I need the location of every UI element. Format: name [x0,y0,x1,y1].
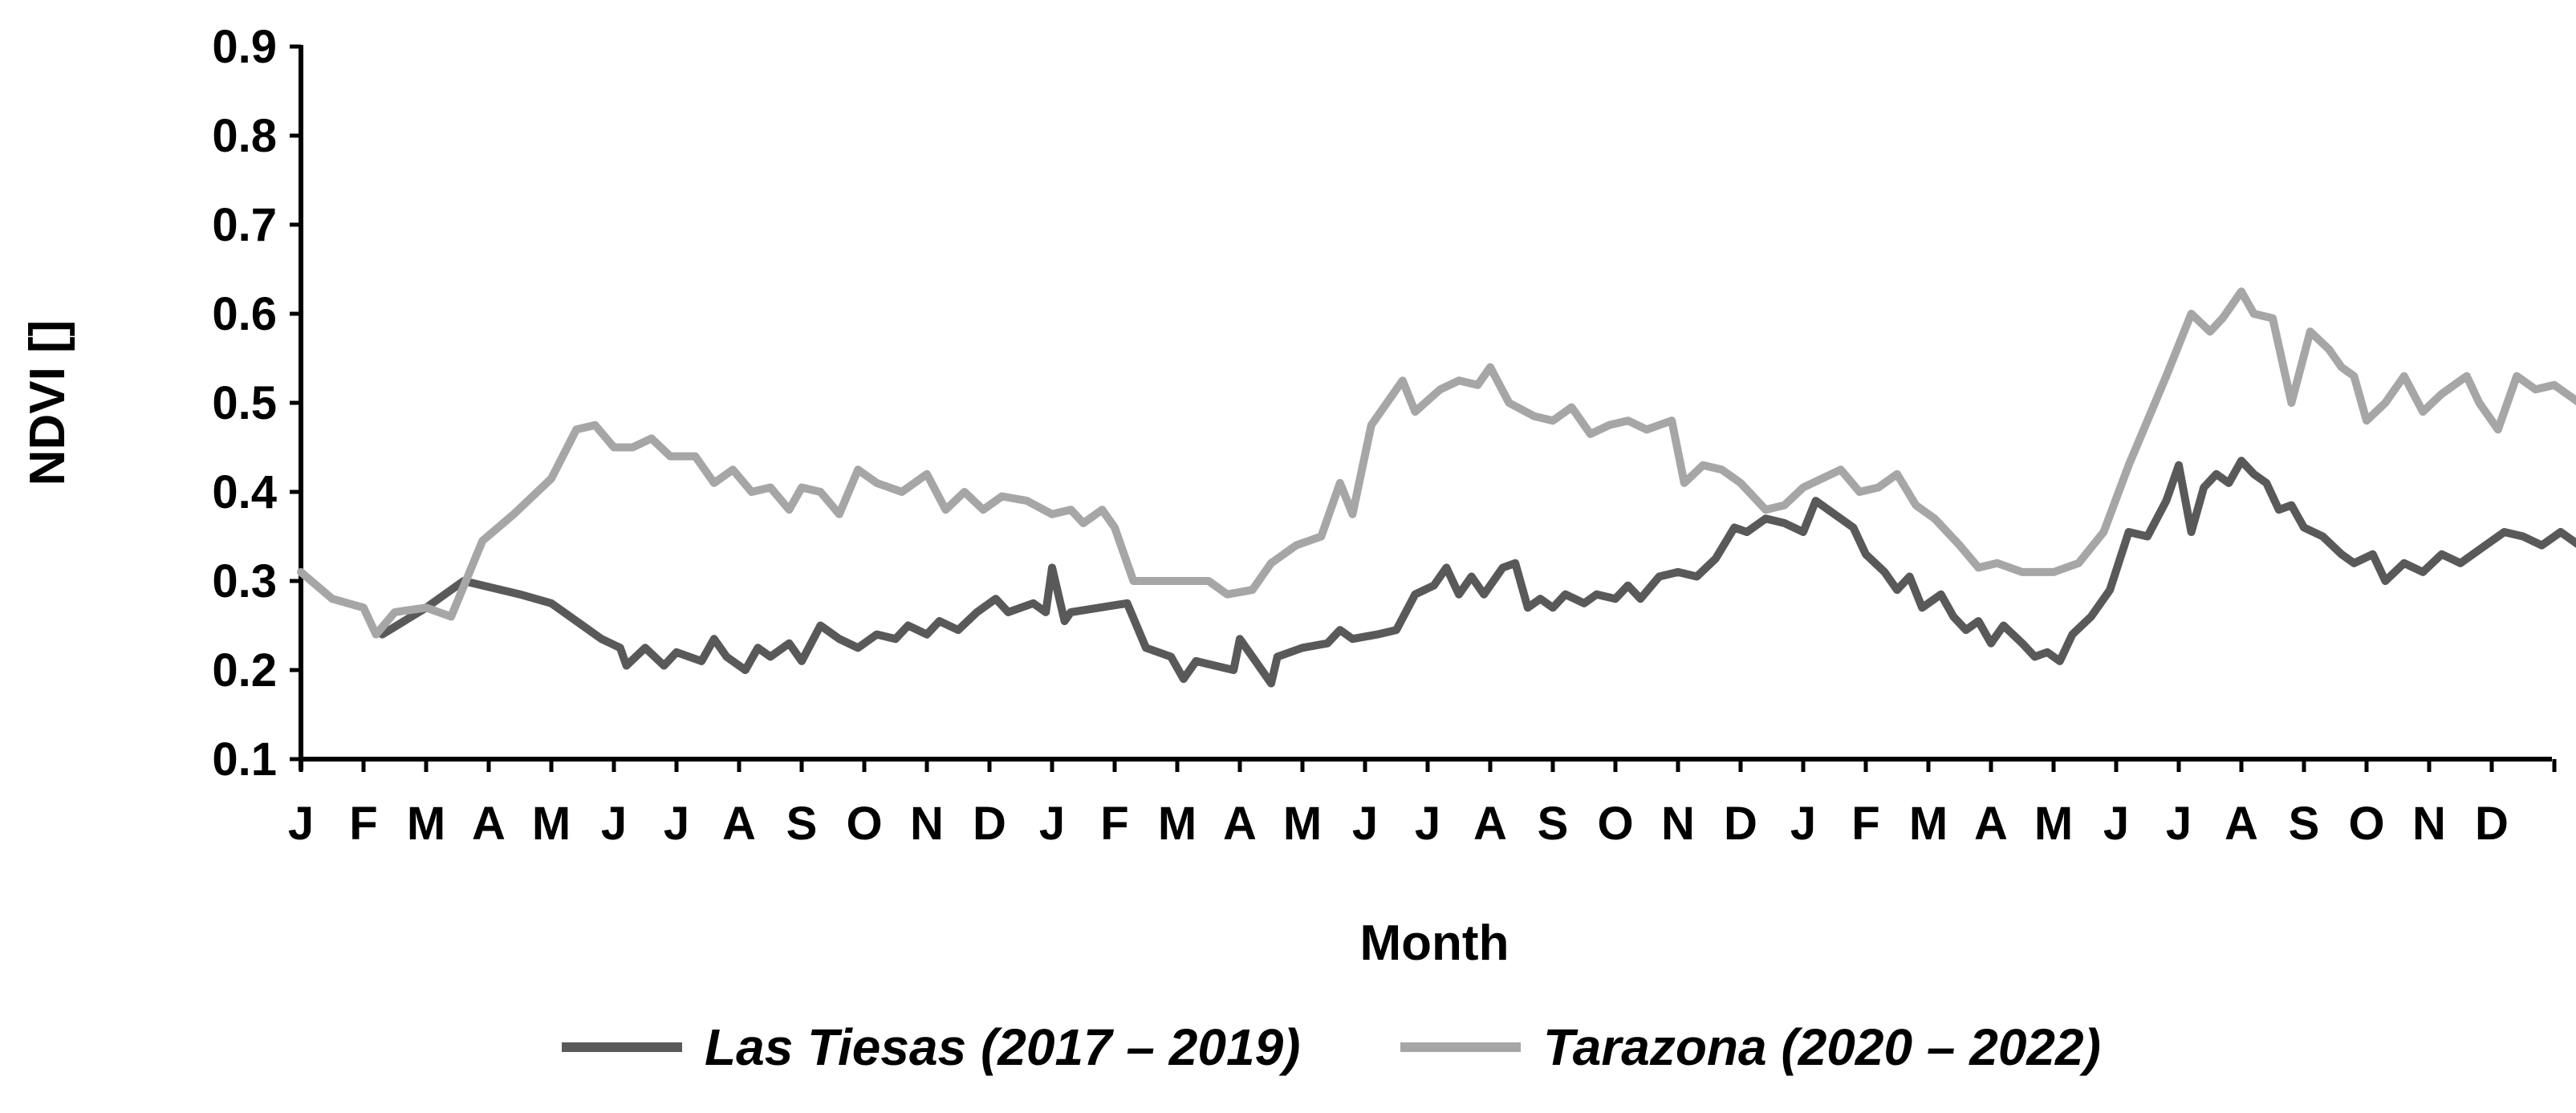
x-tick-label: O [1597,798,1633,850]
x-tick-label: A [1473,798,1507,850]
x-tick-label: J [2166,798,2192,850]
x-tick-label: J [1790,798,1816,850]
x-tick-label: M [532,798,571,850]
x-tick-label: S [786,798,818,850]
x-tick-label: M [2034,798,2073,850]
y-tick-label: 0.9 [212,21,277,73]
series-layer [297,287,2576,688]
x-tick-label: D [1724,798,1757,850]
x-tick-label: O [846,798,882,850]
series-line-1 [378,457,2576,688]
x-tick-label: J [288,798,314,850]
x-tick-label: N [910,798,944,850]
x-tick-label: M [407,798,445,850]
y-axis-title: NDVI [] [20,320,75,486]
x-tick-label: A [2225,798,2258,850]
legend-label-1: Las Tiesas (2017 – 2019) [705,1018,1300,1076]
x-tick-label: A [1223,798,1257,850]
legend: Las Tiesas (2017 – 2019) Tarazona (2020 –… [562,1018,2101,1076]
x-tick-label: A [472,798,506,850]
x-tick-label: F [349,798,377,850]
x-tick-label: J [1352,798,1378,850]
axes-layer: 0.10.20.30.40.50.60.70.80.9J F M A M J J A S O N D J… [212,21,2557,850]
y-tick-label: 0.5 [212,377,277,429]
x-tick-label: N [2412,798,2446,850]
series-line-2 [297,287,2576,639]
y-tick-label: 0.6 [212,288,277,340]
y-tick-label: 0.8 [212,110,277,162]
x-axis-title: Month [1360,916,1509,971]
y-tick-label: 0.2 [212,644,277,697]
x-tick-label: S [1538,798,1569,850]
x-tick-label: O [2348,798,2384,850]
x-tick-label: S [2289,798,2320,850]
x-tick-label: F [1851,798,1879,850]
x-tick-label: J [1039,798,1065,850]
y-tick-label: 0.7 [212,199,277,251]
legend-label-2: Tarazona (2020 – 2022) [1543,1018,2101,1076]
x-tick-label: D [2475,798,2509,850]
x-tick-label: N [1661,798,1695,850]
x-tick-label: A [1974,798,2008,850]
x-tick-label: F [1100,798,1128,850]
y-tick-label: 0.4 [212,466,277,518]
x-tick-label: J [664,798,689,850]
x-tick-label: J [601,798,627,850]
y-tick-label: 0.1 [212,733,277,786]
x-tick-label: D [973,798,1006,850]
x-tick-label: J [2103,798,2129,850]
y-tick-label: 0.3 [212,555,277,607]
x-tick-label: M [1909,798,1948,850]
x-tick-label: A [722,798,756,850]
x-tick-label: M [1158,798,1197,850]
x-tick-label: M [1283,798,1322,850]
x-tick-label: J [1415,798,1440,850]
